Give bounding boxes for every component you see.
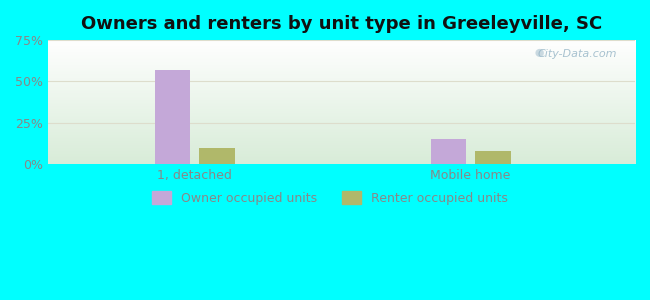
Bar (431, 140, 466, 164)
Title: Owners and renters by unit type in Greeleyville, SC: Owners and renters by unit type in Greel… (81, 15, 602, 33)
Bar (155, 70, 190, 164)
Legend: Owner occupied units, Renter occupied units: Owner occupied units, Renter occupied un… (147, 187, 512, 210)
Bar (475, 151, 510, 164)
Text: ⬤: ⬤ (534, 48, 544, 57)
Bar (200, 148, 235, 164)
Text: City-Data.com: City-Data.com (538, 49, 617, 59)
